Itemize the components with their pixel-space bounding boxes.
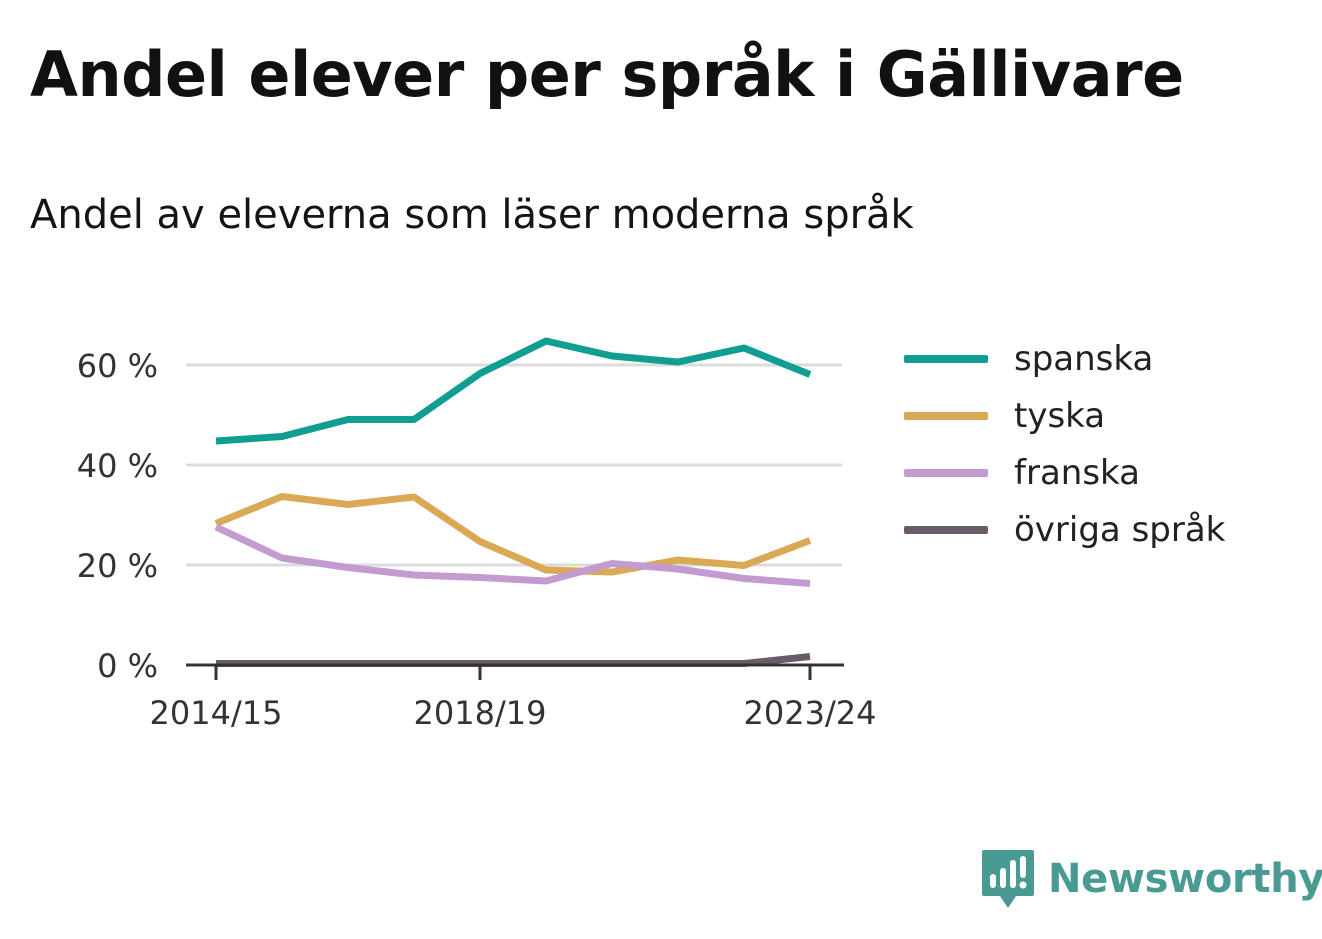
legend-item: tyska [904, 387, 1225, 444]
x-tick-label: 2018/19 [414, 694, 547, 732]
legend-swatch [904, 468, 988, 477]
legend-swatch [904, 411, 988, 420]
y-tick-label: 0 % [97, 647, 158, 685]
y-tick-label: 20 % [77, 547, 158, 585]
series-line-franska [214, 523, 811, 587]
legend-label: tyska [1014, 395, 1106, 436]
legend-item: övriga språk [904, 501, 1225, 558]
brand-name: Newsworthy [1048, 856, 1322, 902]
axes: 0 % 20 % 40 % 60 % 2014/15 2018/19 2023/24 [77, 347, 877, 732]
legend-label: övriga språk [1014, 509, 1226, 550]
newsworthy-logo-icon [982, 850, 1034, 908]
legend-item: franska [904, 444, 1225, 501]
chart-subtitle: Andel av eleverna som läser moderna språ… [30, 192, 914, 238]
legend-swatch [904, 525, 988, 534]
y-tick-label: 60 % [77, 347, 158, 385]
legend: spanska tyska franska övriga språk [904, 330, 1225, 558]
series-line-spanska [215, 337, 812, 445]
x-tick-label: 2014/15 [150, 694, 283, 732]
series-lines [214, 337, 812, 667]
y-tick-label: 40 % [77, 447, 158, 485]
series-line-tyska [214, 493, 812, 576]
legend-item: spanska [904, 330, 1225, 387]
chart-title: Andel elever per språk i Gällivare [30, 38, 1184, 111]
grid-lines [186, 363, 842, 567]
legend-label: franska [1014, 452, 1140, 493]
brand: Newsworthy [980, 848, 1322, 910]
legend-label: spanska [1014, 338, 1154, 379]
legend-swatch [904, 354, 988, 363]
x-tick-label: 2023/24 [744, 694, 877, 732]
series-line-övriga-språk [216, 653, 811, 667]
